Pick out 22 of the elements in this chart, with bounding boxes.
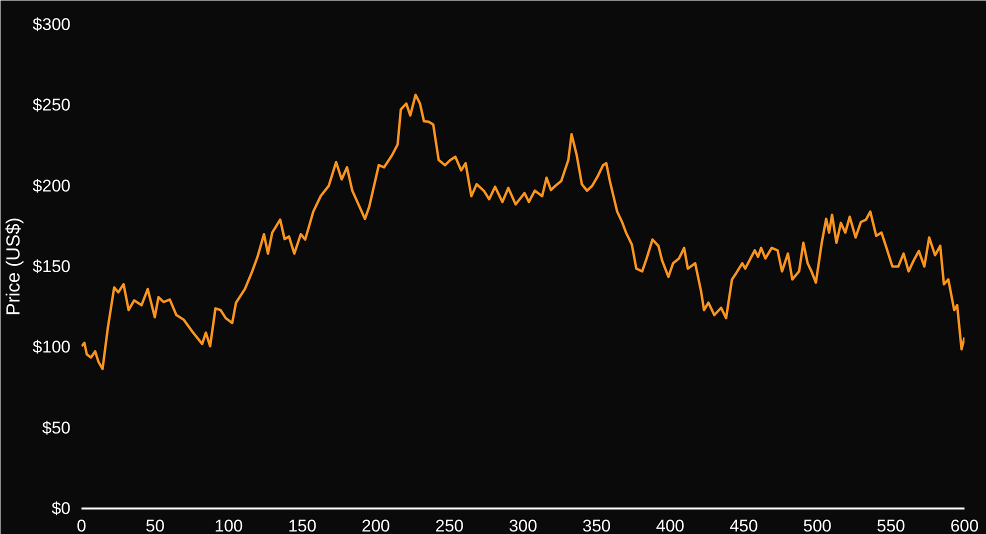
- x-tick-label: 600: [950, 516, 979, 534]
- x-tick-label: 400: [656, 516, 684, 534]
- x-tick-label: 150: [288, 516, 316, 534]
- y-tick-label: $250: [32, 96, 71, 115]
- y-tick-label: $300: [32, 15, 71, 34]
- x-tick-label: 50: [146, 516, 165, 534]
- y-tick-label: $0: [52, 499, 71, 518]
- x-tick-label: 250: [435, 516, 464, 534]
- x-tick-label: 500: [803, 516, 832, 534]
- x-tick-label: 300: [508, 516, 538, 534]
- x-tick-label: 0: [76, 516, 86, 534]
- y-tick-label: $100: [32, 338, 71, 357]
- line-series: [82, 94, 964, 370]
- x-tick-label: 450: [730, 516, 758, 534]
- y-tick-label: $200: [32, 176, 71, 196]
- x-tick-label: 100: [214, 516, 243, 534]
- x-tick-label: 200: [362, 516, 390, 534]
- y-tick-label: $150: [32, 257, 71, 276]
- x-tick-label: 350: [582, 516, 611, 534]
- y-tick-label: $50: [42, 418, 71, 438]
- x-tick-label: 550: [876, 516, 906, 534]
- y-axis-title: Price (US$): [4, 217, 25, 316]
